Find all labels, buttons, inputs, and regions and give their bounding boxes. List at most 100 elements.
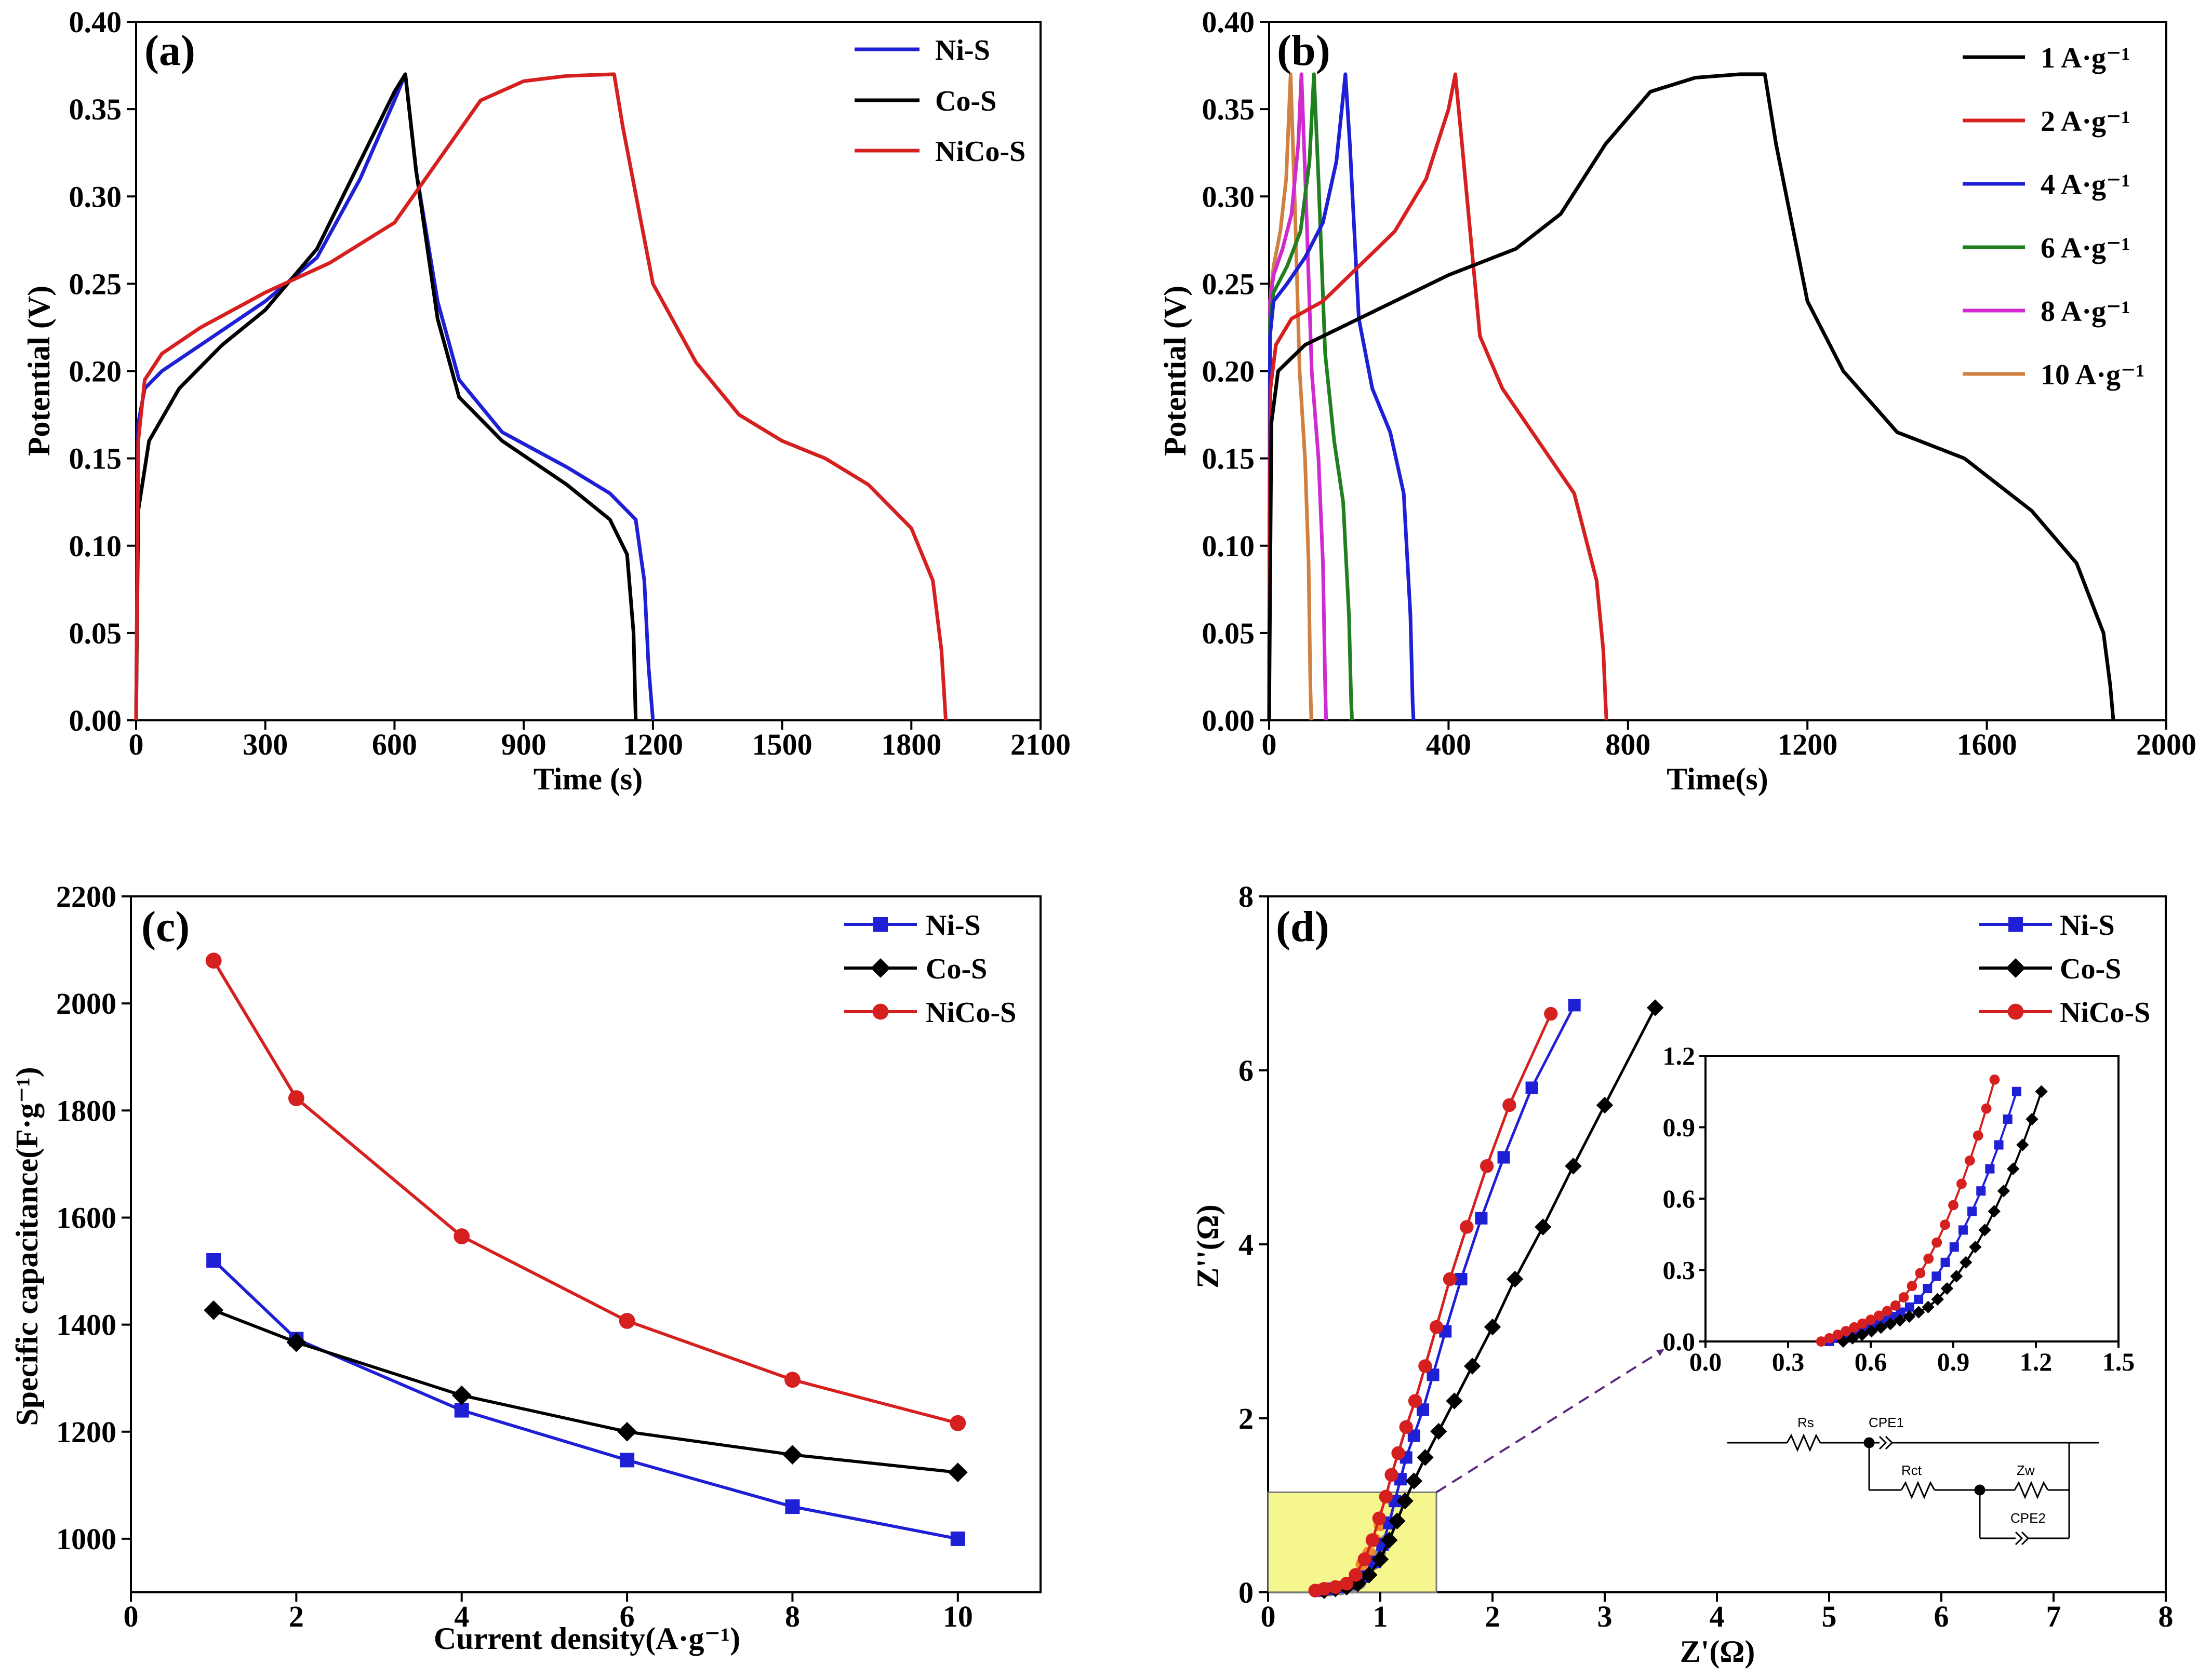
inset-point-nico-s [1841,1326,1851,1336]
legend-label-co-s: Co-S [926,953,987,985]
data-point-ni-s [1497,1151,1510,1164]
x-tick-label: 5 [1822,1600,1837,1633]
y-tick-label: 1.2 [1663,1041,1696,1070]
data-point-co-s [1381,1532,1398,1549]
x-tick-label: 4 [1710,1600,1725,1633]
legend-marker-co-s [2006,958,2026,978]
data-point-co-s [1405,1472,1422,1489]
data-point-nico-s [1408,1394,1422,1408]
series-line-ni-s [212,1259,958,1540]
x-tick-label: 8 [2158,1600,2174,1633]
inset-point-ni-s [2003,1114,2013,1124]
x-tick-label: 1600 [1957,728,2017,761]
series-line-6-a-g [1267,72,1354,721]
panel-d-label: (d) [1276,903,1329,951]
inset-point-co-s [1856,1328,1869,1341]
y-tick-label: 1000 [56,1522,116,1556]
data-point-ni-s [454,1403,469,1418]
data-point-co-s [1647,999,1664,1016]
legend-marker-nico-s [2007,1003,2024,1020]
y-tick-label: 0.6 [1663,1184,1696,1213]
inset-point-co-s [1988,1205,2001,1218]
inset-point-co-s [1893,1314,1907,1327]
inset-point-nico-s [1940,1219,1951,1230]
panel-d-axes: 0 1 2 3 4 5 6 7 8 0 2 4 6 8 [1238,880,2174,1633]
y-tick-label: 0.35 [1202,92,1255,126]
series-line-co-s [134,72,638,721]
x-tick-label: 7 [2046,1600,2061,1633]
series-line-1-a-g [1267,72,2115,721]
data-point-co-s [1535,1218,1552,1236]
series-line-2-a-g [1267,72,1608,721]
inset-point-nico-s [1964,1155,1975,1166]
inset-point-co-s [1874,1321,1887,1334]
inset-point-co-s [2026,1112,2038,1126]
y-tick-label: 0.15 [69,442,122,476]
inset-point-co-s [2006,1162,2020,1175]
resistor-rct [1900,1481,1936,1499]
x-tick-label: 1500 [752,728,812,761]
data-point-co-s [1484,1318,1501,1336]
series-line-ni-s [134,72,655,721]
warburg-zw [2014,1481,2049,1499]
inset-point-nico-s [1816,1336,1827,1347]
equivalent-circuit [1727,1433,2099,1546]
x-tick-label: 0.6 [1855,1347,1887,1376]
panel-a-ylabel: Potential (V) [22,286,56,456]
inset-point-nico-s [1915,1268,1926,1279]
data-point-co-s [617,1421,637,1442]
y-tick-label: 0.20 [69,355,122,388]
data-point-nico-s [1317,1582,1331,1596]
panel-d-series [1308,999,1664,1599]
data-point-ni-s [1475,1212,1488,1225]
y-tick-label: 0.00 [1202,704,1255,737]
data-point-co-s [1396,1492,1414,1510]
x-tick-label: 2 [1485,1600,1500,1633]
data-point-nico-s [1328,1580,1342,1594]
x-tick-label: 0 [124,1600,139,1633]
x-tick-label: 10 [943,1600,973,1633]
inset-point-nico-s [1865,1314,1876,1325]
data-point-nico-s [1480,1159,1494,1173]
inset-point-co-s [1978,1224,1991,1237]
panel-b-xlabel: Time(s) [1667,762,1768,796]
panel-b-ylabel: Potential (V) [1158,286,1192,456]
y-tick-label: 0.3 [1663,1256,1696,1285]
x-tick-label: 2000 [2136,728,2196,761]
inset-point-co-s [2016,1138,2029,1151]
x-tick-label: 1 [1373,1600,1388,1633]
data-point-nico-s [1379,1489,1393,1504]
resistor-rs [1786,1433,1821,1452]
x-tick-label: 1.2 [2020,1347,2053,1376]
data-point-nico-s [1349,1568,1363,1582]
data-point-co-s [1417,1449,1434,1466]
panel-b-axes: 0 400 800 1200 1600 2000 0.00 0.05 0.10 0.15 0.20 0… [1202,5,2197,761]
y-tick-label: 0.05 [69,616,122,650]
y-tick-label: 0.0 [1663,1327,1696,1356]
inset-point-ni-s [1914,1294,1924,1304]
inset-point-co-s [1903,1310,1916,1323]
data-point-ni-s [1525,1081,1538,1094]
inset-point-ni-s [1940,1257,1950,1267]
legend-label-2-a-g: 2 A·g⁻¹ [2041,105,2130,138]
legend-label-nico-s: NiCo-S [2060,997,2150,1029]
panel-a-xlabel: Time (s) [534,762,643,796]
series-line-nico-s [212,960,958,1425]
data-point-nico-s [288,1090,304,1107]
legend-label-co-s: Co-S [2060,953,2121,985]
inset-point-co-s [1865,1325,1878,1338]
data-point-nico-s [1391,1446,1405,1460]
y-tick-label: 2000 [56,987,116,1021]
inset-point-nico-s [1907,1281,1917,1292]
panel-a-frame [135,21,1042,721]
x-tick-label: 400 [1426,728,1471,761]
x-tick-label: 0 [1261,1600,1276,1633]
inset-point-nico-s [1849,1322,1860,1333]
x-tick-label: 800 [1605,728,1650,761]
data-point-nico-s [1418,1359,1432,1373]
legend-label-co-s: Co-S [935,85,996,117]
cpe1-element [1878,1435,1887,1450]
inset-point-co-s [1922,1300,1935,1313]
panel-b-label: (b) [1277,26,1330,75]
